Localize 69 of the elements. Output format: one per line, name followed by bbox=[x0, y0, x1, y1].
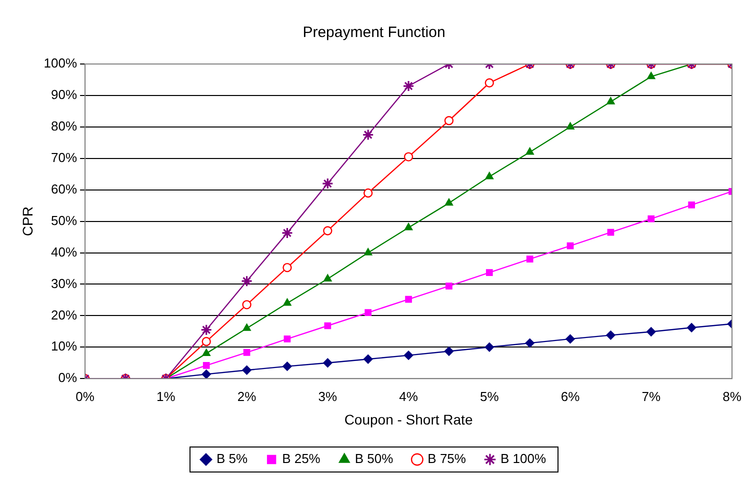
x-axis-title: Coupon - Short Rate bbox=[344, 411, 473, 428]
point bbox=[405, 296, 412, 303]
point bbox=[646, 327, 656, 336]
point bbox=[324, 274, 332, 282]
point bbox=[242, 300, 252, 310]
point bbox=[364, 309, 372, 316]
y-tick-label: 40% bbox=[51, 244, 78, 260]
y-tick-label: 0% bbox=[58, 370, 78, 386]
point bbox=[446, 282, 452, 290]
legend-label: B 100% bbox=[500, 451, 546, 466]
point bbox=[606, 330, 616, 340]
point bbox=[525, 338, 534, 348]
point bbox=[324, 322, 332, 330]
point bbox=[444, 346, 454, 356]
point bbox=[281, 227, 294, 239]
point bbox=[363, 188, 373, 198]
point bbox=[202, 362, 210, 369]
legend-label: B 5% bbox=[216, 451, 248, 466]
point bbox=[200, 324, 212, 336]
x-tick-label: 6% bbox=[560, 388, 580, 404]
point bbox=[242, 324, 251, 331]
y-tick-label: 60% bbox=[51, 181, 78, 196]
point bbox=[686, 323, 696, 332]
point bbox=[566, 242, 574, 250]
legend-label: B 75% bbox=[428, 451, 466, 466]
point bbox=[607, 228, 614, 236]
point bbox=[364, 248, 372, 256]
x-tick-label: 7% bbox=[642, 388, 661, 404]
point bbox=[404, 350, 414, 360]
point bbox=[202, 370, 211, 379]
y-tick-label: 100% bbox=[44, 56, 78, 71]
point bbox=[323, 358, 332, 368]
x-tick-label: 5% bbox=[480, 388, 500, 404]
point bbox=[404, 152, 414, 162]
chart-title: Prepayment Function bbox=[302, 24, 446, 42]
point bbox=[282, 262, 292, 272]
point bbox=[323, 226, 332, 236]
point bbox=[284, 336, 291, 342]
point bbox=[242, 366, 252, 375]
point bbox=[282, 362, 292, 371]
point bbox=[363, 354, 373, 364]
point bbox=[283, 298, 292, 306]
y-tick-label: 10% bbox=[51, 338, 78, 354]
point bbox=[240, 275, 253, 287]
point bbox=[648, 215, 655, 222]
y-tick-label: 80% bbox=[51, 118, 78, 134]
y-tick-label: 50% bbox=[51, 212, 78, 228]
x-tick-label: 4% bbox=[399, 388, 418, 404]
x-tick-label: 2% bbox=[237, 388, 257, 404]
point bbox=[202, 336, 211, 346]
point bbox=[243, 349, 250, 356]
legend-label: B 50% bbox=[354, 451, 394, 466]
point bbox=[484, 342, 494, 352]
x-tick-label: 8% bbox=[722, 388, 742, 404]
point bbox=[688, 202, 695, 208]
y-tick-label: 20% bbox=[51, 307, 78, 322]
point bbox=[566, 334, 575, 344]
legend-label: B 25% bbox=[282, 451, 321, 466]
y-tick-label: 90% bbox=[51, 87, 78, 102]
point bbox=[202, 348, 210, 356]
x-tick-label: 0% bbox=[76, 388, 95, 404]
y-tick-label: 30% bbox=[51, 276, 78, 291]
x-tick-label: 1% bbox=[156, 388, 176, 404]
x-tick-label: 3% bbox=[318, 388, 338, 404]
point bbox=[526, 256, 534, 262]
point bbox=[322, 178, 334, 190]
point bbox=[486, 269, 493, 276]
y-axis-title: CPR bbox=[19, 206, 36, 236]
y-tick-label: 70% bbox=[51, 150, 78, 165]
